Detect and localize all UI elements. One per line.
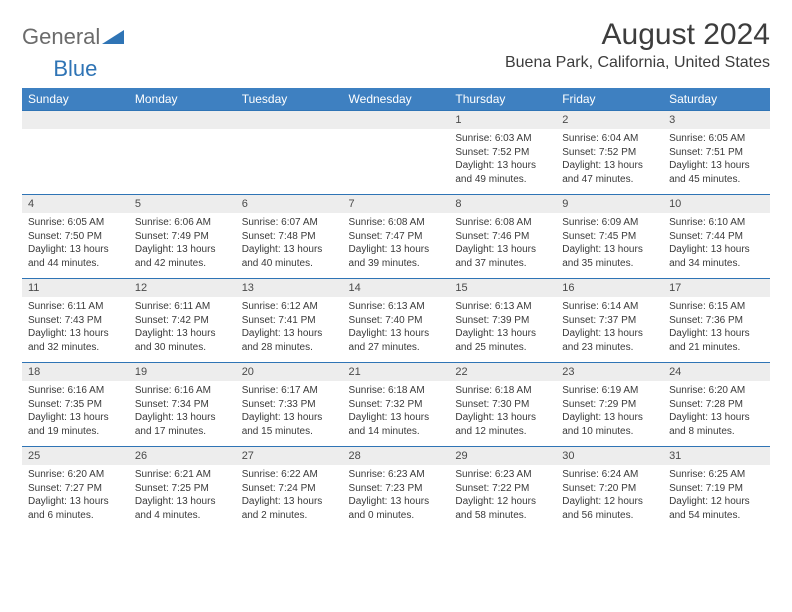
day-number-cell: 13 bbox=[236, 279, 343, 298]
day-header-cell: Thursday bbox=[449, 88, 556, 111]
day-data-cell: Sunrise: 6:24 AMSunset: 7:20 PMDaylight:… bbox=[556, 465, 663, 530]
day-data-cell: Sunrise: 6:03 AMSunset: 7:52 PMDaylight:… bbox=[449, 129, 556, 195]
day-data-cell: Sunrise: 6:13 AMSunset: 7:39 PMDaylight:… bbox=[449, 297, 556, 363]
day-number-cell: 30 bbox=[556, 447, 663, 466]
day-header-cell: Saturday bbox=[663, 88, 770, 111]
day-data-cell bbox=[343, 129, 450, 195]
day-number-cell: 17 bbox=[663, 279, 770, 298]
day-data-cell: Sunrise: 6:08 AMSunset: 7:46 PMDaylight:… bbox=[449, 213, 556, 279]
day-header-cell: Tuesday bbox=[236, 88, 343, 111]
day-data-cell: Sunrise: 6:18 AMSunset: 7:32 PMDaylight:… bbox=[343, 381, 450, 447]
day-number-cell: 14 bbox=[343, 279, 450, 298]
day-number-cell bbox=[22, 111, 129, 130]
day-data-cell: Sunrise: 6:10 AMSunset: 7:44 PMDaylight:… bbox=[663, 213, 770, 279]
day-number-cell: 7 bbox=[343, 195, 450, 214]
day-number-cell: 9 bbox=[556, 195, 663, 214]
day-data-cell: Sunrise: 6:08 AMSunset: 7:47 PMDaylight:… bbox=[343, 213, 450, 279]
location-text: Buena Park, California, United States bbox=[505, 54, 770, 72]
day-data-cell: Sunrise: 6:05 AMSunset: 7:51 PMDaylight:… bbox=[663, 129, 770, 195]
day-header-cell: Friday bbox=[556, 88, 663, 111]
day-data-cell: Sunrise: 6:12 AMSunset: 7:41 PMDaylight:… bbox=[236, 297, 343, 363]
day-data-cell: Sunrise: 6:13 AMSunset: 7:40 PMDaylight:… bbox=[343, 297, 450, 363]
day-header-cell: Monday bbox=[129, 88, 236, 111]
day-number-cell: 22 bbox=[449, 363, 556, 382]
day-data-cell: Sunrise: 6:23 AMSunset: 7:22 PMDaylight:… bbox=[449, 465, 556, 530]
day-number-cell: 24 bbox=[663, 363, 770, 382]
day-number-cell: 8 bbox=[449, 195, 556, 214]
day-data-cell: Sunrise: 6:09 AMSunset: 7:45 PMDaylight:… bbox=[556, 213, 663, 279]
day-data-cell bbox=[22, 129, 129, 195]
day-number-cell: 15 bbox=[449, 279, 556, 298]
day-number-cell: 11 bbox=[22, 279, 129, 298]
brand-part2: Blue bbox=[53, 56, 97, 82]
day-data-cell bbox=[236, 129, 343, 195]
day-number-cell: 1 bbox=[449, 111, 556, 130]
day-data-cell: Sunrise: 6:23 AMSunset: 7:23 PMDaylight:… bbox=[343, 465, 450, 530]
day-data-cell: Sunrise: 6:05 AMSunset: 7:50 PMDaylight:… bbox=[22, 213, 129, 279]
day-data-cell: Sunrise: 6:07 AMSunset: 7:48 PMDaylight:… bbox=[236, 213, 343, 279]
day-data-cell: Sunrise: 6:04 AMSunset: 7:52 PMDaylight:… bbox=[556, 129, 663, 195]
day-data-cell: Sunrise: 6:06 AMSunset: 7:49 PMDaylight:… bbox=[129, 213, 236, 279]
day-number-cell: 12 bbox=[129, 279, 236, 298]
day-number-cell: 23 bbox=[556, 363, 663, 382]
day-number-cell: 2 bbox=[556, 111, 663, 130]
calendar-table: SundayMondayTuesdayWednesdayThursdayFrid… bbox=[22, 88, 770, 530]
page-title: August 2024 bbox=[505, 18, 770, 52]
brand-logo: General bbox=[22, 24, 124, 50]
day-data-cell: Sunrise: 6:14 AMSunset: 7:37 PMDaylight:… bbox=[556, 297, 663, 363]
day-data-cell: Sunrise: 6:18 AMSunset: 7:30 PMDaylight:… bbox=[449, 381, 556, 447]
day-data-cell: Sunrise: 6:11 AMSunset: 7:43 PMDaylight:… bbox=[22, 297, 129, 363]
day-number-cell: 25 bbox=[22, 447, 129, 466]
day-header-cell: Sunday bbox=[22, 88, 129, 111]
day-number-cell: 21 bbox=[343, 363, 450, 382]
day-number-cell: 29 bbox=[449, 447, 556, 466]
day-data-cell: Sunrise: 6:19 AMSunset: 7:29 PMDaylight:… bbox=[556, 381, 663, 447]
day-number-cell bbox=[236, 111, 343, 130]
day-data-cell: Sunrise: 6:25 AMSunset: 7:19 PMDaylight:… bbox=[663, 465, 770, 530]
day-number-cell: 20 bbox=[236, 363, 343, 382]
day-data-cell: Sunrise: 6:11 AMSunset: 7:42 PMDaylight:… bbox=[129, 297, 236, 363]
day-number-cell: 19 bbox=[129, 363, 236, 382]
day-number-cell: 16 bbox=[556, 279, 663, 298]
day-number-cell: 27 bbox=[236, 447, 343, 466]
day-number-cell: 6 bbox=[236, 195, 343, 214]
day-number-cell: 4 bbox=[22, 195, 129, 214]
day-number-cell: 5 bbox=[129, 195, 236, 214]
day-number-cell: 10 bbox=[663, 195, 770, 214]
day-data-cell: Sunrise: 6:21 AMSunset: 7:25 PMDaylight:… bbox=[129, 465, 236, 530]
day-number-cell: 31 bbox=[663, 447, 770, 466]
day-number-cell: 28 bbox=[343, 447, 450, 466]
day-data-cell: Sunrise: 6:17 AMSunset: 7:33 PMDaylight:… bbox=[236, 381, 343, 447]
day-data-cell: Sunrise: 6:20 AMSunset: 7:27 PMDaylight:… bbox=[22, 465, 129, 530]
day-number-cell bbox=[129, 111, 236, 130]
day-number-cell bbox=[343, 111, 450, 130]
day-data-cell bbox=[129, 129, 236, 195]
brand-part1: General bbox=[22, 24, 100, 50]
day-data-cell: Sunrise: 6:15 AMSunset: 7:36 PMDaylight:… bbox=[663, 297, 770, 363]
day-data-cell: Sunrise: 6:16 AMSunset: 7:35 PMDaylight:… bbox=[22, 381, 129, 447]
day-data-cell: Sunrise: 6:16 AMSunset: 7:34 PMDaylight:… bbox=[129, 381, 236, 447]
day-number-cell: 26 bbox=[129, 447, 236, 466]
logo-triangle-icon bbox=[102, 28, 124, 44]
day-number-cell: 18 bbox=[22, 363, 129, 382]
day-data-cell: Sunrise: 6:20 AMSunset: 7:28 PMDaylight:… bbox=[663, 381, 770, 447]
day-number-cell: 3 bbox=[663, 111, 770, 130]
day-header-cell: Wednesday bbox=[343, 88, 450, 111]
day-data-cell: Sunrise: 6:22 AMSunset: 7:24 PMDaylight:… bbox=[236, 465, 343, 530]
